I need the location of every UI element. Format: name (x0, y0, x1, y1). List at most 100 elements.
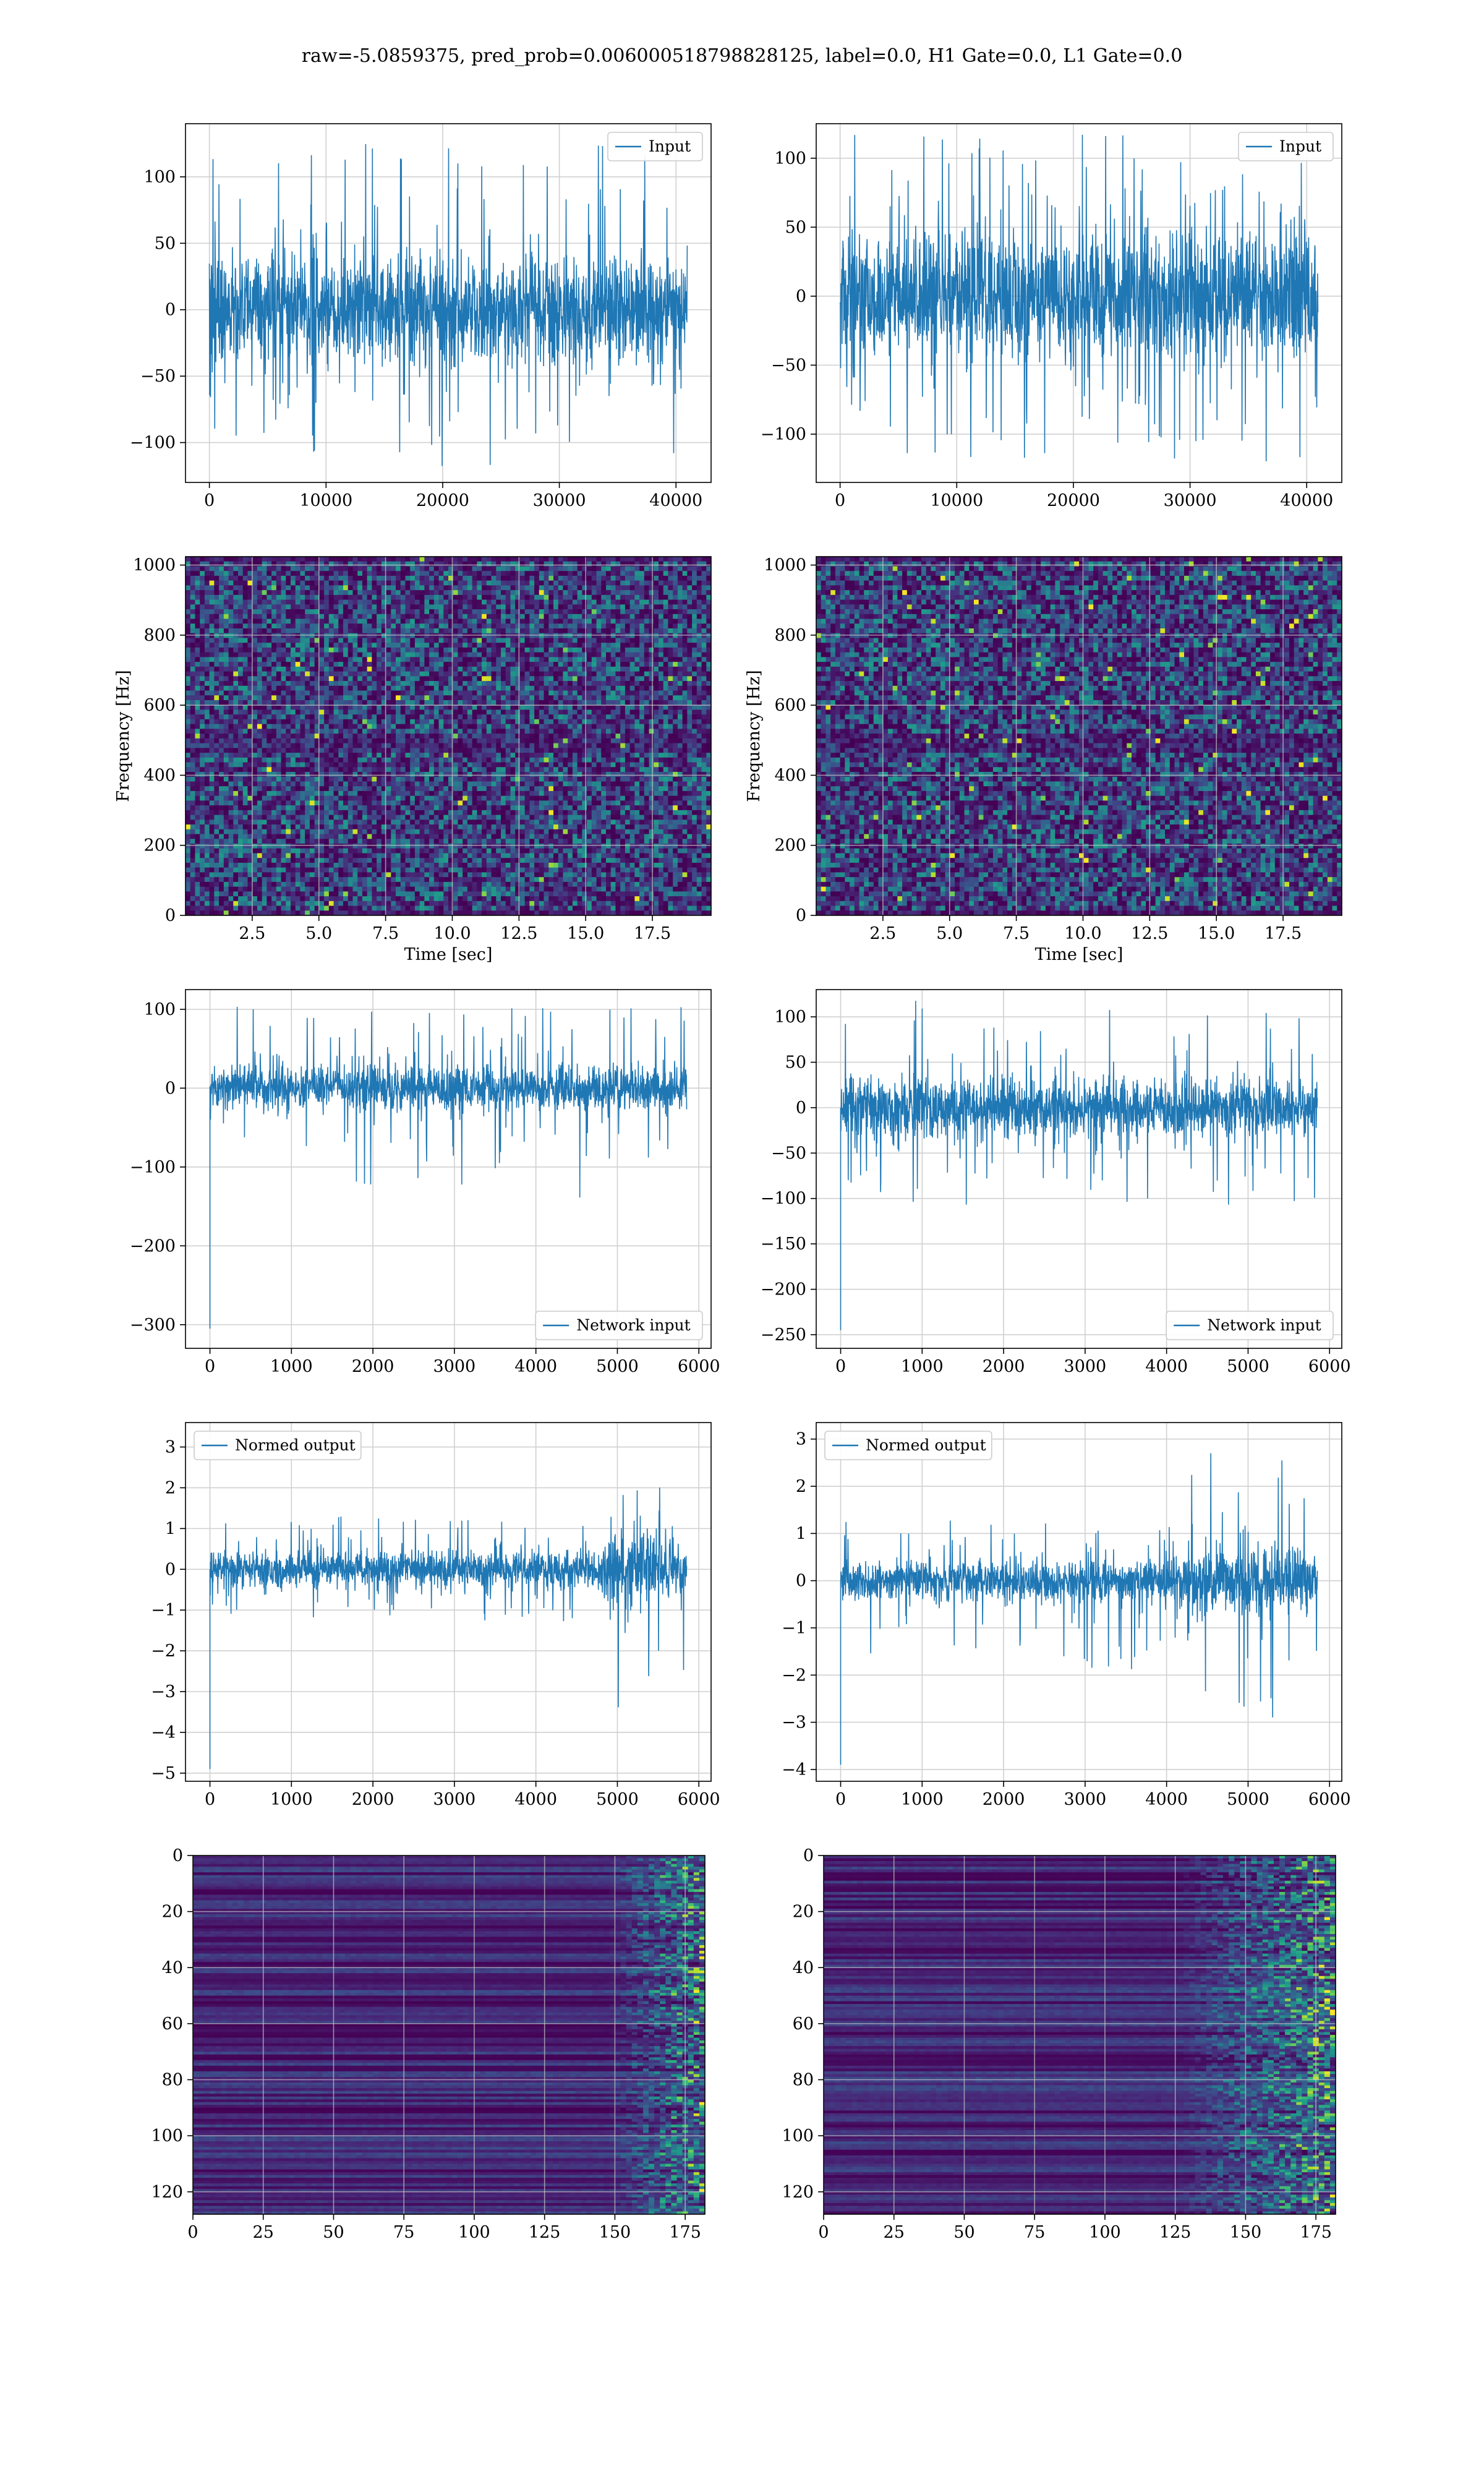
x-tick-label: 3000 (433, 1357, 476, 1376)
y-tick-label: 1000 (764, 556, 806, 575)
y-tick-label: 600 (143, 696, 176, 715)
x-tick-label: 20000 (1047, 491, 1100, 510)
legend-label: Normed output (235, 1436, 356, 1454)
x-tick-label: 5.0 (936, 924, 963, 943)
x-tick-label: 17.5 (634, 924, 671, 943)
y-tick-label: −200 (761, 1280, 806, 1299)
plot-background (816, 990, 1342, 1348)
y-tick-label: 60 (793, 2014, 814, 2034)
plot-area (193, 1856, 705, 2214)
x-tick-label: 10000 (930, 491, 983, 510)
axes-frame (185, 989, 712, 1349)
plot-area (816, 557, 1342, 915)
y-tick-label: −50 (771, 356, 806, 375)
x-tick-label: 2.5 (239, 924, 265, 943)
x-tick-label: 0 (187, 2223, 198, 2242)
x-tick-label: 40000 (649, 491, 702, 510)
y-tick-label: −3 (151, 1682, 176, 1701)
x-tick-label: 3000 (433, 1790, 476, 1809)
series-line (839, 134, 1319, 461)
x-tick-label: 4000 (514, 1790, 557, 1809)
legend-box (194, 1431, 362, 1460)
series-line (209, 1006, 688, 1329)
x-tick-label: 12.5 (500, 924, 537, 943)
x-tick-label: 25 (253, 2223, 274, 2242)
legend-label: Input (649, 137, 691, 155)
x-tick-label: 0 (835, 491, 845, 510)
axes-frame (816, 123, 1342, 483)
x-tick-label: 150 (1230, 2223, 1262, 2242)
y-tick-label: 0 (796, 287, 806, 306)
x-tick-label: 150 (599, 2223, 631, 2242)
x-tick-label: 2.5 (869, 924, 896, 943)
y-tick-label: 600 (774, 696, 806, 715)
y-tick-label: 3 (165, 1438, 176, 1457)
panel-input-l1: 0 10000 20000 30000 40000 −100 −50 0 50 100 Input (761, 123, 1342, 510)
y-tick-label: 2 (165, 1478, 176, 1497)
x-tick-label: 30000 (533, 491, 586, 510)
y-tick-label: 0 (803, 1846, 814, 1865)
x-tick-label: 100 (458, 2223, 490, 2242)
x-tick-label: 10.0 (433, 924, 471, 943)
y-axis-label: Frequency [Hz] (744, 670, 764, 802)
x-tick-label: 40000 (1280, 491, 1333, 510)
y-tick-label: 20 (162, 1903, 183, 1922)
y-tick-label: 50 (155, 234, 176, 253)
y-tick-label: 50 (785, 218, 806, 237)
legend-box (535, 1311, 703, 1340)
y-tick-label: −1 (151, 1601, 176, 1620)
x-tick-label: 75 (1024, 2223, 1045, 2242)
y-tick-label: −100 (130, 434, 176, 453)
y-tick-label: 100 (774, 1008, 806, 1027)
x-axis-label: Time [sec] (1035, 945, 1124, 964)
x-tick-label: 125 (1159, 2223, 1192, 2242)
y-tick-label: −2 (782, 1666, 806, 1685)
x-tick-label: 2000 (352, 1357, 394, 1376)
y-axis-label: Frequency [Hz] (114, 670, 133, 802)
series-line (209, 1487, 688, 1770)
x-tick-label: 0 (205, 1790, 215, 1809)
y-tick-label: −250 (761, 1325, 806, 1345)
y-tick-label: 120 (151, 2183, 183, 2202)
y-tick-label: −200 (130, 1236, 176, 1256)
x-tick-label: 30000 (1164, 491, 1217, 510)
x-tick-label: 1000 (270, 1357, 313, 1376)
y-tick-label: 0 (165, 1079, 176, 1098)
plot-area (816, 124, 1342, 482)
x-tick-label: 20000 (416, 491, 469, 510)
y-tick-label: 0 (173, 1846, 183, 1865)
x-tick-label: 12.5 (1131, 924, 1168, 943)
panel-feature-map-l1: 0 25 50 75 100 125 150 175 0 20 40 60 80 100 120 (782, 1846, 1336, 2242)
x-tick-label: 5000 (596, 1357, 639, 1376)
y-tick-label: 50 (785, 1053, 806, 1072)
y-tick-label: 2 (796, 1477, 806, 1496)
axes-frame (816, 989, 1342, 1349)
y-tick-label: 80 (162, 2071, 183, 2090)
x-tick-label: 5000 (1227, 1357, 1269, 1376)
x-tick-label: 1000 (901, 1357, 944, 1376)
heatmap-cells (824, 1856, 1336, 2214)
plot-area (186, 124, 711, 482)
y-tick-label: 20 (793, 1903, 814, 1922)
x-tick-label: 3000 (1064, 1357, 1107, 1376)
figure-title: raw=-5.0859375, pred_prob=0.006000518798… (302, 45, 1183, 67)
legend-box (1238, 132, 1334, 161)
panel-network-input-h1: 0 1000 2000 3000 4000 5000 6000 −300 −200 −100 0 10… (130, 989, 720, 1376)
x-tick-label: 6000 (1308, 1357, 1351, 1376)
y-tick-label: 400 (774, 766, 806, 785)
panels: 0 10000 20000 30000 40000−100−50050100Input0… (114, 123, 1351, 2242)
y-tick-label: 1000 (133, 556, 176, 575)
panel-spectrogram-l1: 2.5 5.0 7.5 10.0 12.5 15.0 17.5 0 200 400 600 800 10… (744, 556, 1342, 964)
y-tick-label: −1 (782, 1619, 806, 1638)
heatmap-cells (816, 557, 1342, 915)
x-tick-label: 6000 (678, 1790, 720, 1809)
y-tick-label: 800 (774, 626, 806, 645)
y-tick-label: 120 (782, 2183, 814, 2202)
heatmap-cells (186, 557, 711, 915)
x-tick-label: 4000 (514, 1357, 557, 1376)
plot-background (186, 990, 711, 1348)
legend: Normed output (824, 1431, 992, 1460)
y-tick-label: 80 (793, 2071, 814, 2090)
legend: Network input (1166, 1311, 1334, 1340)
x-tick-label: 7.5 (1003, 924, 1030, 943)
